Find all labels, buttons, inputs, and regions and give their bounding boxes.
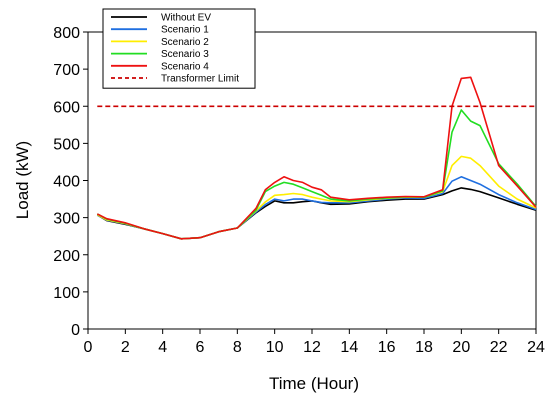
y-tick-label: 100 <box>53 285 80 302</box>
legend-label: Scenario 4 <box>161 61 209 72</box>
x-axis-title: Time (Hour) <box>269 374 359 393</box>
x-tick-label: 16 <box>378 339 396 356</box>
series-line-scenario-3 <box>96 109 537 240</box>
y-tick-label: 600 <box>53 99 80 116</box>
y-tick-label: 400 <box>53 174 80 191</box>
series-line-without-ev <box>96 187 537 240</box>
x-axis: 0 2 4 6 8 10 12 14 16 18 20 22 24 <box>84 329 545 356</box>
legend-label: Transformer Limit <box>161 74 239 85</box>
x-tick-label: 24 <box>527 339 545 356</box>
x-tick-label: 0 <box>84 339 93 356</box>
legend-label: Without EV <box>161 13 211 24</box>
y-tick-label: 800 <box>53 25 80 42</box>
series-line-scenario-4 <box>96 76 537 240</box>
x-tick-label: 20 <box>452 339 470 356</box>
x-tick-label: 14 <box>340 339 358 356</box>
x-tick-label: 2 <box>121 339 130 356</box>
legend-label: Scenario 1 <box>161 25 209 36</box>
y-axis: 0 100 200 300 400 500 600 700 800 <box>53 25 88 339</box>
y-tick-label: 500 <box>53 136 80 153</box>
series-line-scenario-1 <box>96 176 537 240</box>
legend-label: Scenario 2 <box>161 37 209 48</box>
series-line-scenario-2 <box>96 155 537 240</box>
y-tick-label: 300 <box>53 211 80 228</box>
y-tick-label: 700 <box>53 62 80 79</box>
legend-label: Scenario 3 <box>161 49 209 60</box>
x-tick-label: 4 <box>158 339 167 356</box>
x-tick-label: 8 <box>233 339 242 356</box>
x-tick-label: 10 <box>266 339 284 356</box>
x-tick-label: 12 <box>303 339 321 356</box>
y-tick-label: 200 <box>53 248 80 265</box>
legend-box <box>102 8 256 89</box>
x-tick-label: 22 <box>490 339 508 356</box>
series-lines <box>96 76 537 240</box>
y-tick-label: 0 <box>71 322 80 339</box>
x-tick-label: 6 <box>196 339 205 356</box>
y-axis-title: Load (kW) <box>13 141 32 219</box>
x-tick-label: 18 <box>415 339 433 356</box>
